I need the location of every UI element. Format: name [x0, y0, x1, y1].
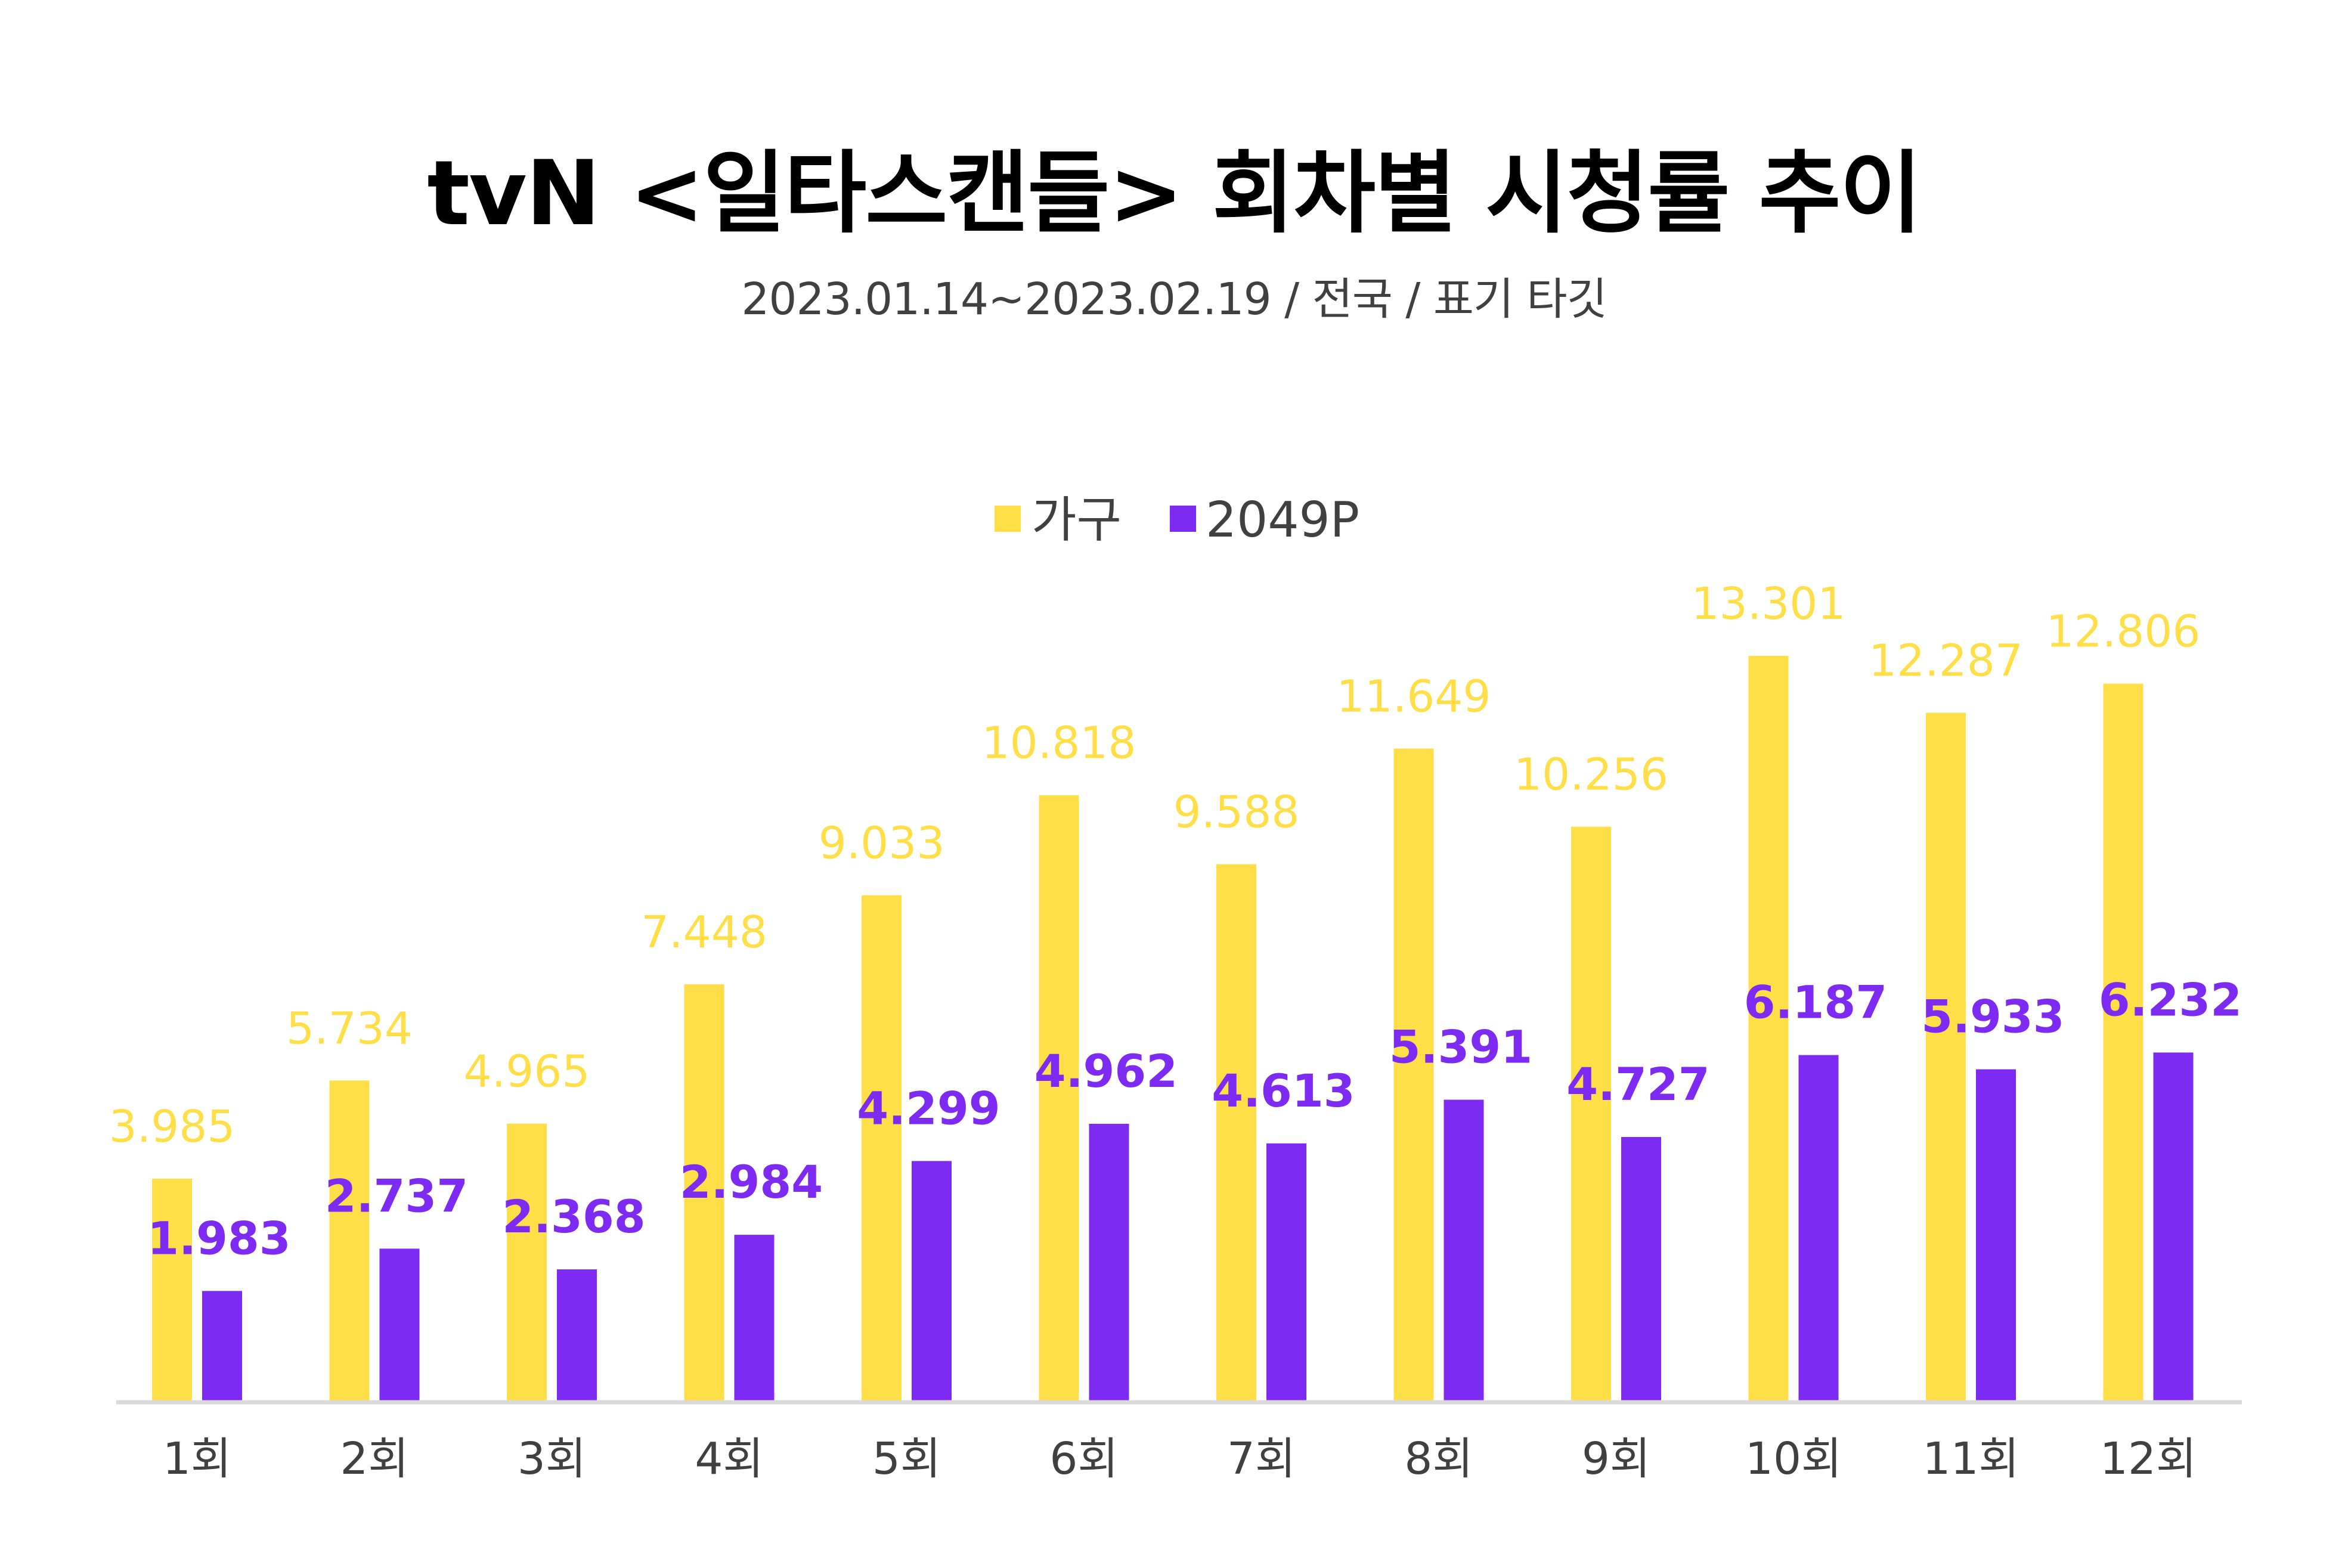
bar-2049p: [1444, 1099, 1484, 1402]
data-label-household: 5.734: [286, 1003, 413, 1054]
x-tick-label: 10회: [1745, 1433, 1842, 1485]
x-tick-label: 11회: [1922, 1433, 2019, 1485]
data-label-2049p: 5.933: [1921, 990, 2064, 1043]
data-label-2049p: 4.727: [1566, 1058, 1709, 1111]
data-label-2049p: 6.187: [1744, 976, 1887, 1029]
bar-household: [329, 1080, 370, 1402]
legend-swatch-household: [995, 506, 1021, 532]
data-label-household: 4.965: [464, 1046, 590, 1098]
legend-label-household: 가구: [1031, 492, 1122, 549]
bar-2049p: [912, 1161, 952, 1402]
data-label-household: 9.588: [1173, 786, 1300, 838]
bar-2049p: [1266, 1143, 1306, 1402]
bar-household: [152, 1178, 192, 1402]
x-tick-label: 12회: [2100, 1433, 2197, 1485]
bar-household: [684, 984, 724, 1402]
data-label-household: 13.301: [1692, 578, 1846, 630]
data-label-household: 3.985: [109, 1101, 236, 1152]
data-label-household: 10.818: [982, 718, 1136, 769]
bar-household: [862, 895, 902, 1402]
data-label-2049p: 1.983: [147, 1211, 290, 1265]
bar-2049p: [734, 1235, 775, 1402]
chart-title: tvN <일타스캔들> 회차별 시청률 추이: [427, 142, 1922, 246]
bar-household: [507, 1123, 547, 1402]
x-tick-label: 1회: [163, 1433, 231, 1485]
bar-household: [1393, 748, 1434, 1402]
bar-2049p: [202, 1291, 242, 1402]
bar-household: [1571, 826, 1611, 1402]
data-label-household: 10.256: [1514, 749, 1668, 801]
data-label-2049p: 2.368: [502, 1190, 645, 1243]
data-label-household: 12.806: [2046, 606, 2201, 658]
data-label-household: 11.649: [1337, 671, 1491, 722]
x-tick-label: 8회: [1404, 1433, 1473, 1485]
x-tick-label: 6회: [1049, 1433, 1118, 1485]
x-tick-label: 7회: [1227, 1433, 1296, 1485]
data-label-2049p: 4.613: [1212, 1064, 1355, 1117]
x-tick-label: 9회: [1582, 1433, 1650, 1485]
bar-household: [1216, 864, 1256, 1402]
legend-label-2049p: 2049P: [1206, 492, 1359, 549]
bar-household: [1748, 656, 1789, 1402]
data-label-2049p: 2.737: [325, 1169, 468, 1222]
legend-swatch-2049p: [1170, 506, 1196, 532]
data-label-2049p: 4.299: [857, 1082, 1000, 1135]
bar-household: [1926, 712, 1966, 1402]
x-tick-label: 5회: [872, 1433, 941, 1485]
data-label-household: 9.033: [819, 818, 945, 869]
data-label-2049p: 5.391: [1389, 1021, 1532, 1074]
bar-2049p: [1621, 1137, 1661, 1402]
x-tick-label: 3회: [518, 1433, 586, 1485]
bar-2049p: [1089, 1123, 1129, 1402]
data-label-2049p: 2.984: [680, 1155, 823, 1208]
chart-subtitle: 2023.01.14~2023.02.19 / 전국 / 표기 타깃: [741, 274, 1607, 325]
data-label-2049p: 4.962: [1034, 1045, 1178, 1098]
data-label-2049p: 6.232: [2099, 973, 2242, 1026]
bar-2049p: [1976, 1069, 2016, 1402]
data-label-household: 12.287: [1869, 635, 2023, 686]
data-label-household: 7.448: [641, 907, 767, 958]
x-tick-label: 2회: [340, 1433, 408, 1485]
bar-2049p: [2153, 1052, 2194, 1402]
bar-household: [2103, 683, 2143, 1402]
x-tick-label: 4회: [695, 1433, 763, 1485]
bar-2049p: [557, 1269, 597, 1402]
bar-household: [1039, 795, 1079, 1402]
bar-2049p: [379, 1248, 420, 1402]
bar-2049p: [1798, 1055, 1839, 1402]
